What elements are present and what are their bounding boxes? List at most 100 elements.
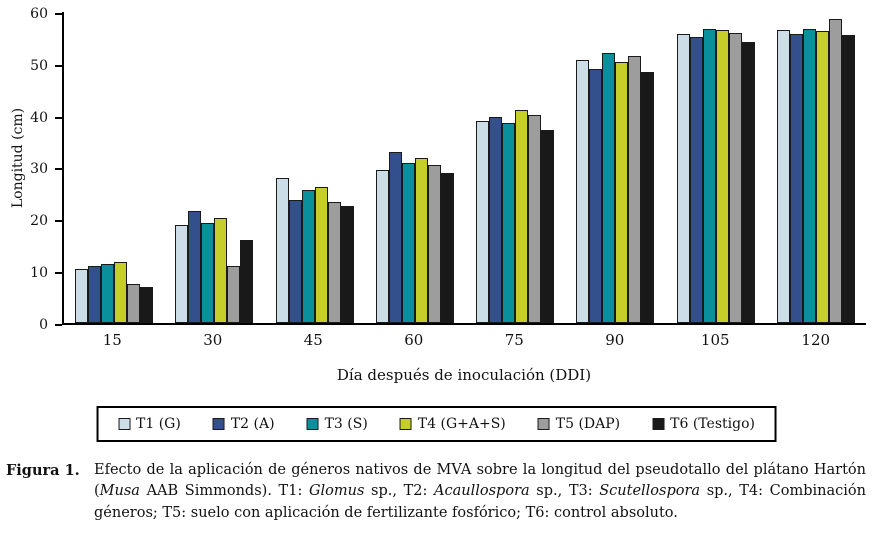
bar: [288, 200, 302, 323]
legend-swatch: [306, 418, 319, 430]
bar: [275, 178, 289, 323]
legend-item: T1 (G): [118, 416, 181, 432]
bar-group-15: [64, 12, 164, 323]
bar: [815, 31, 829, 323]
bar: [528, 115, 542, 323]
y-tick-mark: [55, 220, 62, 222]
bar: [676, 34, 690, 323]
bar: [388, 152, 402, 323]
bar: [641, 72, 655, 323]
bar: [401, 163, 415, 323]
x-tick-label: 120: [801, 331, 831, 349]
legend-item: T2 (A): [212, 416, 275, 432]
caption-text: Efecto de la aplicación de géneros nativ…: [94, 460, 866, 524]
legend-label: T4 (G+A+S): [417, 416, 506, 432]
x-axis-ticks: 15 30 45 60 75 90 105 120: [62, 331, 866, 349]
caption-segment: sp., T4: Combinación géneros; T5: suelo …: [94, 483, 866, 521]
bar-group-75: [465, 12, 565, 323]
caption-segment: Scutellospora: [599, 483, 701, 500]
bar: [127, 284, 141, 323]
y-tick-label: 10: [30, 265, 48, 281]
bar: [741, 42, 755, 323]
legend-item: T5 (DAP): [537, 416, 621, 432]
bar: [502, 123, 516, 323]
caption-segment: sp., T3:: [529, 483, 600, 500]
legend-label: T6 (Testigo): [670, 416, 755, 432]
plot-area: [62, 12, 866, 325]
bar-group-45: [265, 12, 365, 323]
x-tick-label: 105: [700, 331, 730, 349]
bar: [101, 264, 115, 323]
bar-group-105: [666, 12, 766, 323]
bar: [240, 240, 254, 323]
legend-item: T6 (Testigo): [652, 416, 755, 432]
caption-segment: Efecto de la aplicación de géneros nativ…: [94, 462, 866, 500]
bar: [515, 110, 529, 323]
bar: [427, 165, 441, 323]
bar: [776, 30, 790, 323]
caption-segment: Glomus: [308, 483, 365, 500]
legend-label: T2 (A): [230, 416, 275, 432]
y-tick-label: 50: [30, 58, 48, 74]
legend-item: T4 (G+A+S): [399, 416, 506, 432]
caption-segment: Musa: [99, 483, 140, 500]
bar-group-30: [164, 12, 264, 323]
bar: [327, 202, 341, 323]
bar: [214, 218, 228, 323]
bar: [841, 35, 855, 323]
legend: T1 (G) T2 (A) T3 (S) T4 (G+A+S) T5 (DAP) T6 (…: [96, 406, 777, 442]
bar: [314, 187, 328, 323]
legend-swatch: [537, 418, 550, 430]
x-tick-label: 30: [203, 331, 223, 349]
y-tick-mark: [55, 168, 62, 170]
x-tick-label: 15: [102, 331, 122, 349]
y-axis: 0 10 20 30 40 50 60: [0, 7, 62, 332]
caption-segment: AAB Simmonds). T1:: [139, 483, 309, 500]
bar: [414, 158, 428, 323]
x-axis-title: Día después de inoculación (DDI): [336, 366, 592, 384]
caption-segment: Acaullospora: [434, 483, 530, 500]
bar: [789, 34, 803, 323]
legend-swatch: [212, 418, 225, 430]
bar: [576, 60, 590, 323]
bar: [340, 206, 354, 323]
bar: [301, 190, 315, 323]
bar: [440, 173, 454, 323]
x-tick-label: 45: [303, 331, 323, 349]
y-tick-label: 40: [30, 110, 48, 126]
bar-group-60: [365, 12, 465, 323]
y-tick-mark: [55, 65, 62, 67]
legend-swatch: [118, 418, 131, 430]
x-tick-label: 75: [504, 331, 524, 349]
x-tick-label: 90: [605, 331, 625, 349]
legend-label: T1 (G): [136, 416, 181, 432]
caption: Figura 1. Efecto de la aplicación de gén…: [6, 460, 866, 524]
bar: [589, 69, 603, 323]
bar: [188, 211, 202, 323]
bar: [628, 56, 642, 323]
legend-label: T5 (DAP): [555, 416, 621, 432]
bar: [728, 33, 742, 323]
bar: [75, 269, 89, 323]
y-tick-mark: [55, 324, 62, 326]
bar: [201, 223, 215, 323]
caption-label: Figura 1.: [6, 462, 80, 479]
bar-group-120: [766, 12, 866, 323]
y-tick-label: 60: [30, 6, 48, 22]
bar: [615, 62, 629, 323]
bar: [114, 262, 128, 323]
bar: [689, 37, 703, 323]
bar: [489, 117, 503, 323]
bar: [175, 225, 189, 323]
bar: [802, 29, 816, 323]
bar: [375, 170, 389, 323]
bar: [541, 130, 555, 323]
bar: [828, 19, 842, 323]
y-tick-label: 20: [30, 213, 48, 229]
bar: [227, 266, 241, 323]
y-tick-label: 0: [39, 317, 48, 333]
caption-segment: sp., T2:: [364, 483, 435, 500]
bar: [702, 29, 716, 323]
bar: [715, 30, 729, 323]
